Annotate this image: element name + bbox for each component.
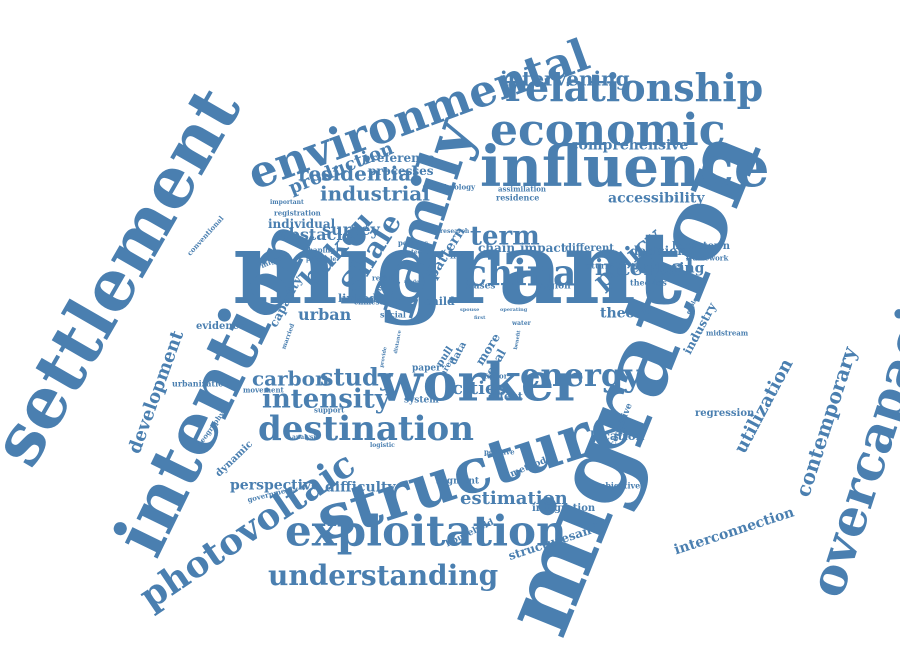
word-hometown: hometown <box>672 240 731 252</box>
word-biases: biases <box>464 281 496 292</box>
word-regression: regression <box>695 407 755 419</box>
word-intervening: intervening <box>500 66 630 91</box>
word-worker: worker <box>378 352 582 414</box>
word-spouse: spouse <box>460 306 480 313</box>
word-different: different <box>565 242 614 254</box>
word-system: system <box>404 395 439 406</box>
word-perspective: perspective <box>230 477 321 494</box>
word-distance: distance <box>392 329 403 355</box>
word-processes: processes <box>368 164 434 179</box>
word-urbanization: urbanization <box>172 378 230 389</box>
word-assimilation: assimilation <box>498 184 546 194</box>
word-relationship: relationship <box>505 64 764 110</box>
word-economic: economic <box>490 104 726 156</box>
word-term: term <box>470 221 540 252</box>
word-logistic: logistic <box>370 442 395 450</box>
word-water: water <box>512 320 531 328</box>
word-understanding: understanding <box>268 559 499 593</box>
word-internal: internal <box>595 254 694 281</box>
word-live: live <box>450 250 466 261</box>
word-framework: framework <box>686 253 729 263</box>
word-energy: energy <box>520 355 642 394</box>
word-important: important <box>270 199 304 207</box>
word-model: model <box>404 278 422 285</box>
word-exploitation: exploitation <box>285 506 567 556</box>
word-child: child <box>424 294 455 308</box>
word-preference: preference <box>362 151 435 166</box>
word-return: return <box>582 260 611 271</box>
word-cities: cities <box>452 378 507 400</box>
word-residential: residential <box>298 161 419 186</box>
word-integration: integration <box>532 502 596 514</box>
word-region: region <box>538 281 571 292</box>
word-social: social <box>380 309 406 320</box>
word-evidence: evidence <box>196 320 246 332</box>
word-benefit: benefit <box>512 329 523 351</box>
word-theories: theories <box>630 277 667 288</box>
word-segment: segment <box>436 476 480 487</box>
word-estimation: estimation <box>460 488 568 510</box>
word-utilization: utilization <box>730 355 798 457</box>
word-policies: policies <box>398 238 429 248</box>
word-decision: decision <box>630 244 686 259</box>
word-theory: theory <box>600 305 651 322</box>
word-urban: urban <box>298 304 352 324</box>
word-technology: technology <box>432 182 476 192</box>
word-registration: registration <box>274 208 321 218</box>
word-destination: destination <box>258 409 474 450</box>
word-carbon: carbon <box>252 366 330 391</box>
word-factor: factor <box>484 371 508 381</box>
word-survey: survey <box>322 219 380 239</box>
word-analysis: analysis <box>292 434 319 442</box>
word-movement: movement <box>243 385 284 395</box>
word-exploring: exploring <box>630 260 705 277</box>
word-residence: residence <box>496 192 540 203</box>
word-subjective: subjective <box>595 480 641 491</box>
word-difficulty: difficulty <box>325 479 396 496</box>
word-obstacle: obstacle <box>278 224 353 244</box>
word-impact: impact <box>520 241 567 256</box>
word-operating: operating <box>500 306 528 313</box>
word-chain: chain <box>478 241 516 256</box>
word-study: study <box>320 362 393 392</box>
word-chinese: chinese <box>354 297 384 307</box>
word-individual: individual <box>268 217 336 232</box>
word-china: china <box>465 252 577 295</box>
word-paper: paper <box>412 363 441 374</box>
word-influence: influence <box>480 134 770 201</box>
word-positive: positive <box>484 447 515 457</box>
word-interconnection: interconnection <box>672 504 797 559</box>
word-research: research <box>440 228 470 236</box>
word-accessibility: accessibility <box>608 190 705 207</box>
word-first: first <box>474 314 486 321</box>
word-comprehensive: comprehensive <box>570 137 689 154</box>
word-location: location <box>590 429 645 444</box>
word-shaping: shaping <box>304 245 336 255</box>
word-migrant: migrant <box>232 209 683 327</box>
word-result: result <box>372 273 396 283</box>
word-industrial: industrial <box>320 181 430 206</box>
word-midstream: midstream <box>706 328 749 338</box>
word-principle: principle <box>306 256 337 264</box>
word-linked: linked <box>338 291 377 305</box>
word-intensity: intensity <box>262 384 390 415</box>
word-support: support <box>314 405 345 415</box>
word-related: related <box>398 249 422 257</box>
word-effect: effect <box>488 389 523 403</box>
